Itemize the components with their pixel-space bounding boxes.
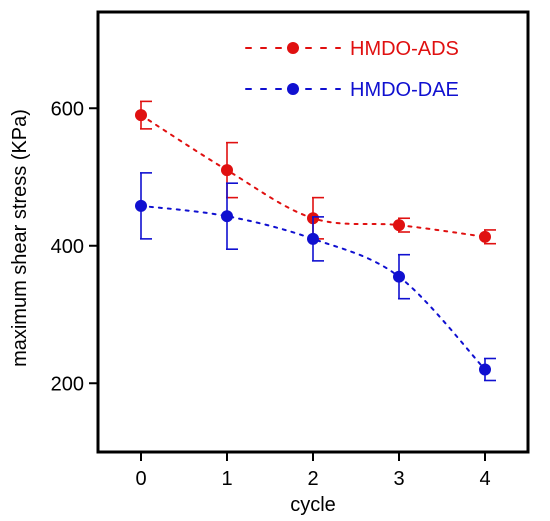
plot-area [135, 100, 496, 382]
x-tick-label: 3 [393, 468, 404, 490]
data-point [221, 164, 233, 177]
legend-label: HMDO-DAE [350, 79, 459, 101]
legend-marker [287, 83, 299, 95]
legend-marker [287, 42, 299, 54]
axes: 0 1 2 3 4 200 400 600 [51, 98, 491, 490]
data-point [135, 199, 147, 212]
y-tick-label: 600 [51, 98, 84, 120]
data-point [135, 109, 147, 122]
data-point [479, 230, 491, 243]
data-point [221, 210, 233, 223]
x-axis-title: cycle [290, 494, 336, 516]
legend-label: HMDO-ADS [350, 38, 459, 60]
x-tick-label: 0 [135, 468, 146, 490]
x-tick-label: 2 [307, 468, 318, 490]
data-point [393, 219, 405, 232]
y-axis-title: maximum shear stress (KPa) [9, 109, 31, 367]
data-point [479, 363, 491, 376]
x-tick-label: 1 [221, 468, 232, 490]
data-point [393, 270, 405, 283]
data-point [307, 232, 319, 245]
y-tick-label: 400 [51, 236, 84, 258]
x-tick-label: 4 [479, 468, 490, 490]
legend: HMDO-ADS HMDO-DAE [245, 38, 459, 101]
y-tick-label: 200 [51, 373, 84, 395]
